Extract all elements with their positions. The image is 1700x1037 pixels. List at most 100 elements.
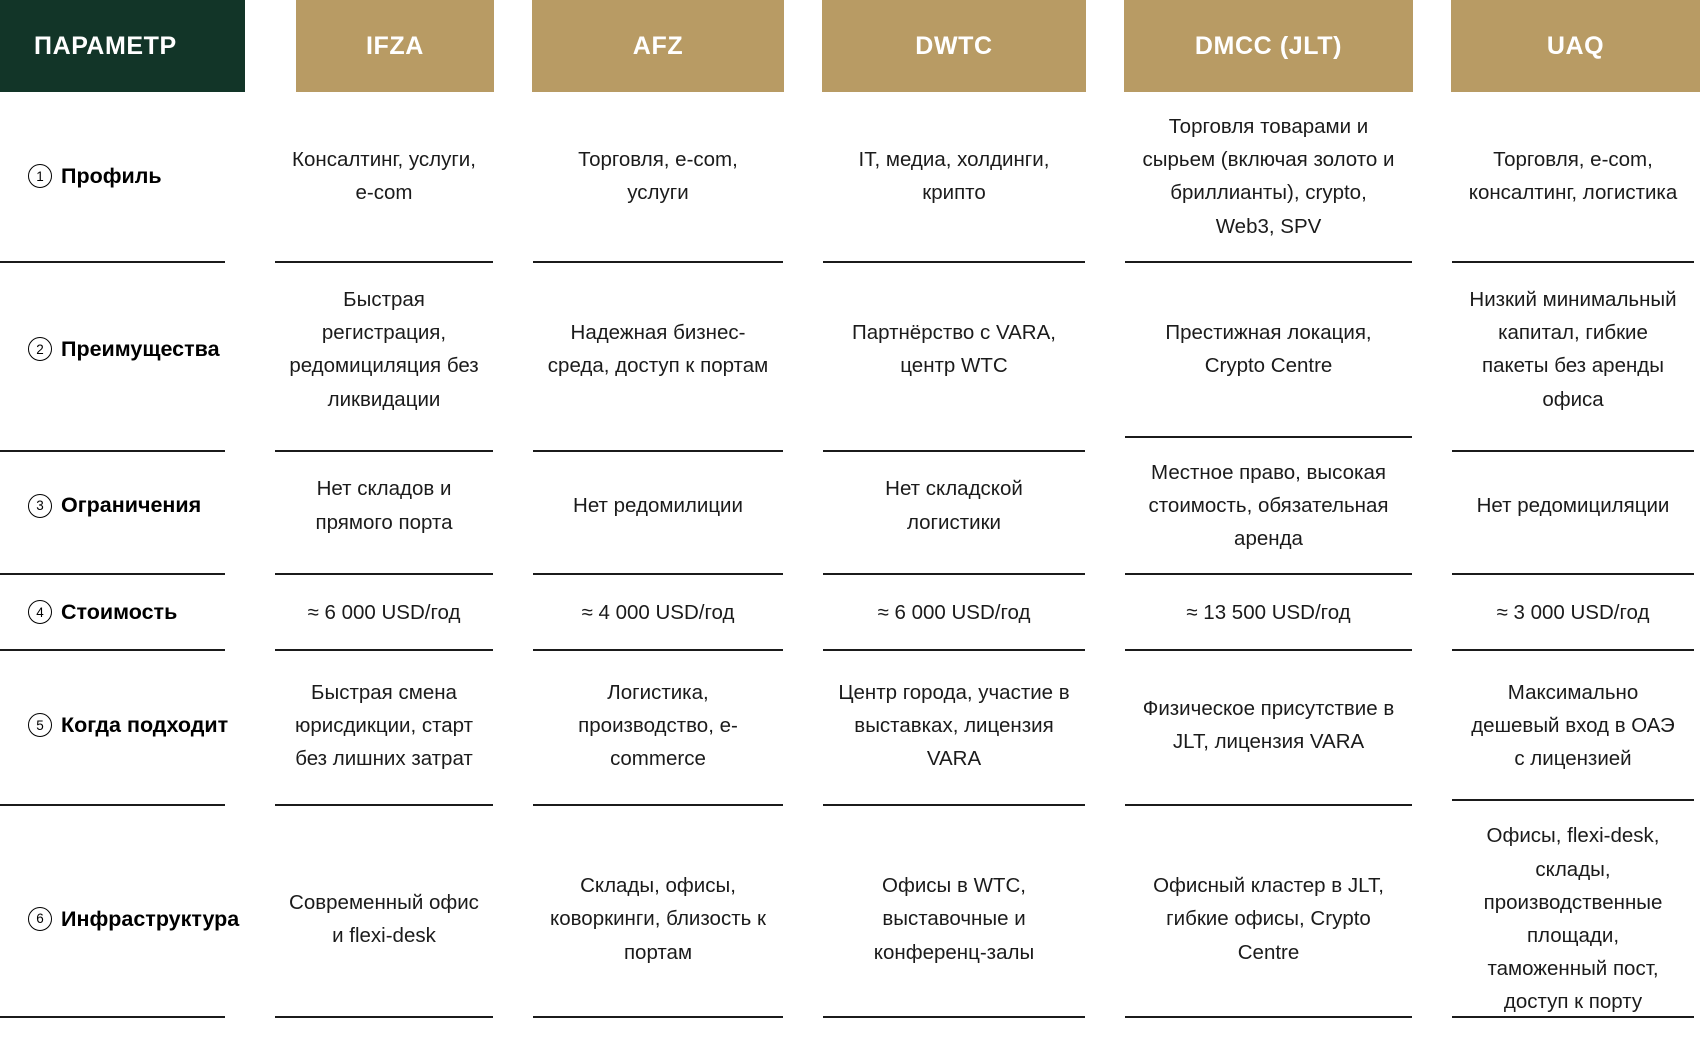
cell-when-afz: Логистика, производство, e-commerce — [513, 649, 803, 799]
rule-segment-uaq — [1452, 1016, 1694, 1018]
cell-text: IT, медиа, холдинги, крипто — [858, 148, 1050, 205]
row-label-text: Когда подходит — [61, 713, 229, 737]
cell-text: Склады, офисы, коворкинги, близость к по… — [550, 874, 766, 964]
table-body: 1 Профиль Консалтинг, услуги, e-com Торг… — [0, 92, 1700, 1037]
cell-profile-uaq: Торговля, e-com, консалтинг, логистика — [1432, 92, 1700, 261]
cell-when-dmcc: Физическое присутствие в JLT, лицензия V… — [1105, 649, 1432, 799]
header-cell-dmcc: DMCC (JLT) — [1105, 0, 1432, 92]
cell-infrastructure-dmcc: Офисный кластер в JLT, гибкие офисы, Cry… — [1105, 799, 1432, 1036]
cell-text: Торговля, e-com, консалтинг, логистика — [1468, 148, 1678, 205]
cell-text: Партнёрство с VARA, центр WTC — [852, 321, 1056, 378]
table-row-profile: 1 Профиль Консалтинг, услуги, e-com Торг… — [0, 92, 1700, 261]
row-label-cell-profile: 1 Профиль — [0, 92, 245, 261]
cell-advantages-uaq: Низкий минимальный капитал, гибкие пакет… — [1432, 260, 1700, 436]
cell-limitations-dwtc: Нет складской логистики — [803, 436, 1105, 574]
cell-text: ≈ 13 500 USD/год — [1186, 600, 1351, 624]
row-label-text: Преимущества — [61, 336, 220, 361]
row-number-badge: 2 — [28, 337, 52, 362]
cell-infrastructure-afz: Склады, офисы, коворкинги, близость к по… — [513, 799, 803, 1036]
cell-limitations-afz: Нет редомилиции — [513, 436, 803, 574]
cell-text: Быстрая регистрация, редомициляция без л… — [289, 287, 479, 411]
header-cell-uaq: UAQ — [1432, 0, 1700, 92]
table-row-infrastructure: 6 Инфраструктура Современный офис и flex… — [0, 799, 1700, 1036]
row-label-cell-infrastructure: 6 Инфраструктура — [0, 799, 245, 1036]
rule-segment-dmcc — [1125, 1016, 1412, 1018]
header-cell-dwtc: DWTC — [803, 0, 1105, 92]
row-label-cell-advantages: 2 Преимущества — [0, 260, 245, 436]
cell-profile-ifza: Консалтинг, услуги, e-com — [245, 92, 513, 261]
cell-infrastructure-dwtc: Офисы в WTC, выставочные и конференц-зал… — [803, 799, 1105, 1036]
header-label-dmcc: DMCC (JLT) — [1194, 31, 1343, 60]
cell-when-dwtc: Центр города, участие в выставках, лицен… — [803, 649, 1105, 799]
header-label-uaq: UAQ — [1546, 31, 1605, 60]
header-label-afz: AFZ — [632, 31, 684, 60]
row-label-text: Профиль — [61, 163, 162, 188]
cell-advantages-dwtc: Партнёрство с VARA, центр WTC — [803, 260, 1105, 436]
cell-advantages-afz: Надежная бизнес-среда, доступ к портам — [513, 260, 803, 436]
cell-text: Нет редомициляции — [1476, 494, 1670, 517]
cell-profile-dmcc: Торговля товарами и сырьем (включая золо… — [1105, 92, 1432, 261]
cell-cost-afz: ≈ 4 000 USD/год — [513, 573, 803, 649]
cell-text: Физическое присутствие в JLT, лицензия V… — [1142, 697, 1395, 754]
cell-text: Торговля, e-com, услуги — [578, 148, 738, 205]
table-header: ПАРАМЕТР IFZA AFZ DWTC DMCC (JLT) UAQ — [0, 0, 1700, 92]
table-row-cost: 4 Стоимость ≈ 6 000 USD/год ≈ 4 000 USD/… — [0, 573, 1700, 649]
row-label-text: Ограничения — [61, 493, 202, 518]
cell-text: ≈ 6 000 USD/год — [307, 600, 461, 624]
cell-text: Надежная бизнес-среда, доступ к портам — [547, 321, 769, 378]
cell-cost-dwtc: ≈ 6 000 USD/год — [803, 573, 1105, 649]
cell-limitations-ifza: Нет складов и прямого порта — [245, 436, 513, 574]
rule-segment-afz — [533, 1016, 783, 1018]
cell-text: Офисы в WTC, выставочные и конференц-зал… — [873, 874, 1035, 964]
header-cell-ifza: IFZA — [245, 0, 513, 92]
header-cell-afz: AFZ — [513, 0, 803, 92]
header-cell-param: ПАРАМЕТР — [0, 0, 245, 92]
table-row-advantages: 2 Преимущества Быстрая регистрация, редо… — [0, 260, 1700, 436]
rule-segment-param — [0, 1016, 225, 1018]
cell-text: Нет складов и прямого порта — [315, 477, 453, 534]
cell-infrastructure-uaq: Офисы, flexi-desk, склады, производствен… — [1432, 799, 1700, 1036]
cell-text: Офисный кластер в JLT, гибкие офисы, Cry… — [1153, 874, 1384, 964]
cell-text: Низкий минимальный капитал, гибкие пакет… — [1469, 287, 1677, 411]
cell-limitations-uaq: Нет редомициляции — [1432, 436, 1700, 574]
row-number-badge: 3 — [28, 493, 52, 518]
cell-infrastructure-ifza: Современный офис и flexi-desk — [245, 799, 513, 1036]
cell-text: Торговля товарами и сырьем (включая золо… — [1142, 115, 1395, 238]
row-label-text: Инфраструктура — [61, 906, 240, 931]
cell-when-uaq: Максимально дешевый вход в ОАЭ с лицензи… — [1432, 649, 1700, 799]
row-label-cell-limitations: 3 Ограничения — [0, 436, 245, 574]
cell-text: Нет складской логистики — [885, 477, 1023, 534]
cell-text: Нет редомилиции — [573, 494, 743, 517]
cell-profile-afz: Торговля, e-com, услуги — [513, 92, 803, 261]
cell-cost-ifza: ≈ 6 000 USD/год — [245, 573, 513, 649]
cell-text: Местное право, высокая стоимость, обязат… — [1148, 460, 1389, 551]
table-bottom-rule — [0, 1016, 1700, 1019]
row-label-cell-when-suitable: 5 Когда подходит — [0, 649, 245, 799]
row-number-badge: 1 — [28, 164, 52, 189]
cell-text: Быстрая смена юрисдикции, старт без лишн… — [294, 680, 474, 771]
cell-text: Престижная локация, Crypto Centre — [1165, 321, 1372, 378]
cell-text: Логистика, производство, e-commerce — [578, 680, 738, 771]
cell-cost-dmcc: ≈ 13 500 USD/год — [1105, 573, 1432, 649]
row-number-badge: 6 — [28, 907, 52, 932]
cell-profile-dwtc: IT, медиа, холдинги, крипто — [803, 92, 1105, 261]
table-row-limitations: 3 Ограничения Нет складов и прямого порт… — [0, 435, 1700, 574]
cell-text: Центр города, участие в выставках, лицен… — [838, 680, 1070, 771]
row-label-cell-cost: 4 Стоимость — [0, 573, 245, 649]
header-label-param: ПАРАМЕТР — [34, 31, 177, 60]
cell-cost-uaq: ≈ 3 000 USD/год — [1432, 573, 1700, 649]
cell-text: Современный офис и flexi-desk — [289, 890, 479, 948]
header-label-ifza: IFZA — [366, 31, 424, 60]
rule-segment-dwtc — [823, 1016, 1085, 1018]
rule-segment-ifza — [275, 1016, 493, 1018]
cell-text: ≈ 4 000 USD/год — [581, 600, 735, 624]
row-label-text: Стоимость — [61, 600, 178, 624]
cell-text: ≈ 3 000 USD/год — [1496, 600, 1650, 624]
cell-advantages-ifza: Быстрая регистрация, редомициляция без л… — [245, 260, 513, 436]
row-number-badge: 5 — [28, 713, 52, 738]
cell-text: Максимально дешевый вход в ОАЭ с лицензи… — [1471, 680, 1675, 771]
cell-limitations-dmcc: Местное право, высокая стоимость, обязат… — [1105, 435, 1432, 574]
table-row-when-suitable: 5 Когда подходит Быстрая смена юрисдикци… — [0, 649, 1700, 799]
